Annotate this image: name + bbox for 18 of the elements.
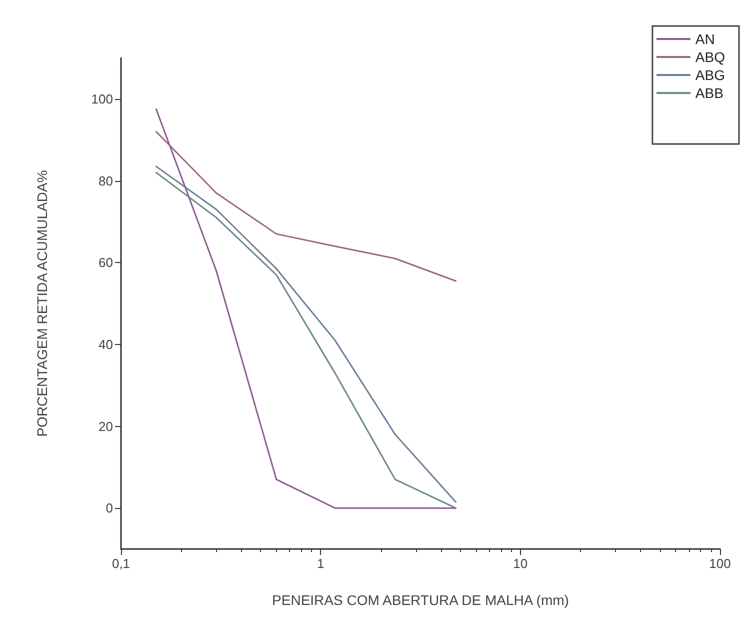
y-tick-label: 20 xyxy=(98,418,113,434)
y-tick-label: 60 xyxy=(98,255,113,270)
y-tick-label: 40 xyxy=(98,336,113,352)
legend-label: ABQ xyxy=(695,49,726,65)
legend-label: ABG xyxy=(695,67,726,83)
y-tick-label: 0 xyxy=(106,500,113,516)
x-tick-label: 10 xyxy=(513,556,528,571)
legend-label: ABB xyxy=(695,85,724,101)
x-tick-label: 1 xyxy=(317,556,324,571)
y-axis-title: PORCENTAGEM RETIDA ACUMULADA% xyxy=(34,170,50,437)
x-tick-label: 0,1 xyxy=(112,556,130,571)
line-series xyxy=(155,130,457,282)
x-axis-title: PENEIRAS COM ABERTURA DE MALHA (mm) xyxy=(272,592,569,608)
y-tick-label: 80 xyxy=(98,173,113,188)
legend-label: AN xyxy=(695,31,715,47)
y-tick-label: 100 xyxy=(91,91,113,106)
x-tick-label: 100 xyxy=(709,556,731,571)
line-series xyxy=(155,108,457,509)
